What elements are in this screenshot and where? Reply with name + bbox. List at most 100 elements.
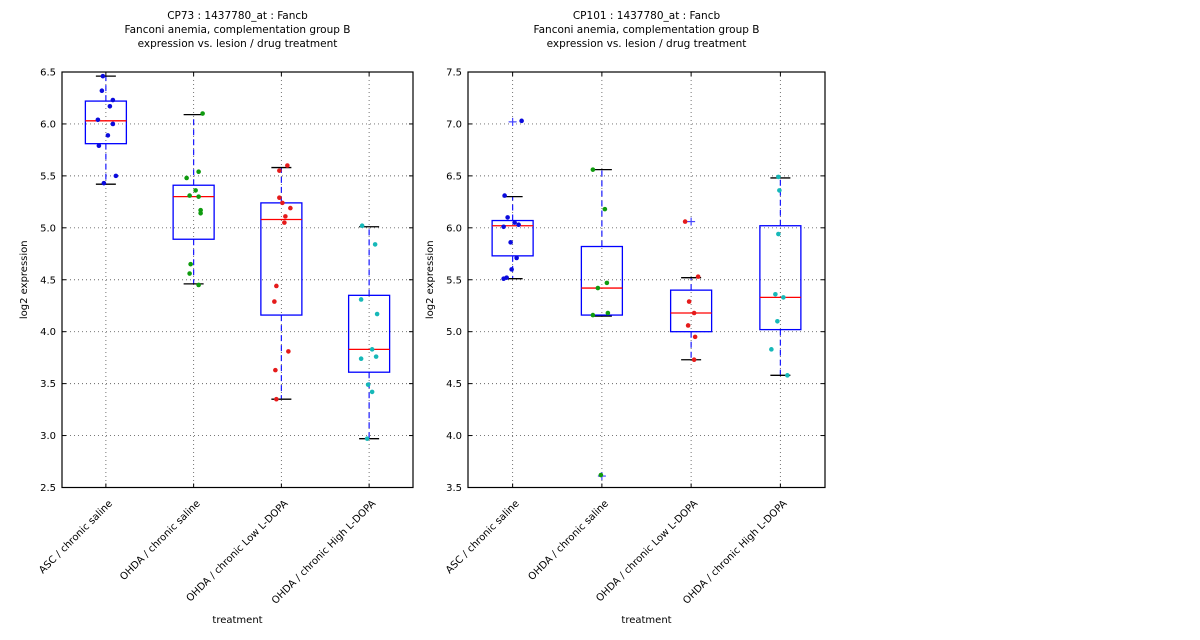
data-point	[590, 312, 596, 318]
y-tick-label: 4.5	[40, 275, 56, 286]
y-tick-label: 3.0	[40, 431, 56, 442]
y-tick-label: 5.5	[40, 171, 56, 182]
data-point	[785, 373, 790, 378]
data-point	[685, 323, 691, 328]
y-tick-label: 4.0	[40, 327, 56, 338]
data-point	[99, 88, 105, 93]
data-point	[501, 276, 506, 282]
data-point	[283, 214, 288, 219]
y-tick-label: 5.5	[446, 275, 462, 286]
category-label: ASC / chronic saline	[37, 498, 115, 576]
x-axis-label: treatment	[621, 615, 671, 626]
y-tick-label: 4.5	[446, 379, 462, 390]
data-point	[769, 347, 774, 352]
data-point	[96, 143, 102, 149]
data-point	[187, 271, 192, 276]
data-point	[107, 103, 113, 109]
y-tick-label: 6.0	[40, 119, 56, 130]
category-label: OHDA / chronic saline	[526, 498, 611, 583]
x-axis-label: treatment	[212, 615, 262, 626]
box-rect	[172, 184, 215, 240]
y-tick-label: 3.5	[40, 379, 56, 390]
category-label: ASC / chronic saline	[444, 498, 522, 576]
category-label: OHDA / chronic High L-DOPA	[681, 498, 789, 606]
data-point	[686, 299, 692, 304]
data-point	[100, 73, 106, 79]
data-point	[285, 163, 290, 168]
data-point	[501, 224, 506, 230]
data-point	[776, 231, 781, 237]
data-point	[682, 219, 688, 224]
data-point	[198, 210, 203, 216]
data-point	[272, 299, 277, 304]
data-point	[692, 334, 698, 340]
data-point	[200, 111, 205, 116]
data-point	[372, 242, 378, 247]
data-point	[369, 347, 375, 352]
data-point	[364, 436, 370, 441]
y-tick-label: 4.0	[446, 431, 462, 442]
data-point	[369, 389, 375, 395]
data-point	[691, 357, 697, 363]
y-tick-label: 3.5	[446, 483, 462, 494]
y-axis-label: log2 expression	[425, 240, 436, 319]
chart-title-line: expression vs. lesion / drug treatment	[547, 38, 747, 50]
data-point	[502, 193, 507, 198]
data-point	[358, 356, 364, 361]
data-point	[777, 188, 782, 193]
data-point	[280, 200, 285, 206]
data-point	[113, 173, 119, 179]
y-tick-label: 5.0	[40, 223, 56, 234]
data-point	[101, 180, 107, 186]
data-point	[590, 167, 596, 172]
category-label: OHDA / chronic saline	[118, 498, 203, 583]
data-point	[110, 121, 116, 127]
data-point	[105, 133, 111, 138]
data-point	[358, 297, 364, 302]
y-tick-label: 6.5	[446, 171, 462, 182]
data-point	[188, 261, 193, 267]
category-label: OHDA / chronic High L-DOPA	[270, 498, 378, 606]
data-point	[602, 206, 608, 212]
data-point	[695, 274, 701, 279]
category-label: OHDA / chronic Low L-DOPA	[185, 498, 291, 604]
data-point	[595, 285, 601, 291]
box-rect	[347, 294, 391, 373]
box-rect	[580, 245, 624, 316]
data-point	[110, 97, 116, 103]
y-tick-label: 5.0	[446, 327, 462, 338]
y-tick-label: 7.5	[446, 68, 462, 79]
y-tick-label: 2.5	[40, 483, 56, 494]
data-point	[193, 188, 198, 193]
data-point	[196, 169, 201, 175]
data-point	[516, 222, 521, 227]
data-point	[519, 118, 524, 124]
data-point	[508, 240, 513, 245]
data-point	[773, 291, 778, 297]
data-point	[282, 220, 287, 225]
data-point	[277, 168, 282, 173]
chart-title-line: CP101 : 1437780_at : Fancb	[573, 10, 721, 22]
category-label: OHDA / chronic Low L-DOPA	[594, 498, 700, 604]
data-point	[598, 472, 604, 478]
box-rect	[491, 219, 534, 257]
data-point	[95, 117, 101, 123]
y-tick-label: 6.0	[446, 223, 462, 234]
chart-title-line: Fanconi anemia, complementation group B	[125, 24, 351, 36]
data-point	[196, 282, 201, 288]
y-axis-label: log2 expression	[19, 240, 30, 319]
data-point	[373, 354, 379, 359]
data-point	[187, 193, 192, 198]
box-rect	[84, 100, 128, 145]
data-point	[277, 195, 282, 200]
box-rect	[669, 289, 713, 333]
data-point	[359, 223, 365, 229]
data-point	[514, 255, 519, 261]
data-point	[374, 311, 380, 317]
chart-title-line: CP73 : 1437780_at : Fancb	[167, 10, 308, 22]
data-point	[781, 295, 786, 300]
chart-title-line: Fanconi anemia, complementation group B	[534, 24, 760, 36]
y-tick-label: 7.0	[446, 119, 462, 130]
data-point	[196, 194, 201, 199]
